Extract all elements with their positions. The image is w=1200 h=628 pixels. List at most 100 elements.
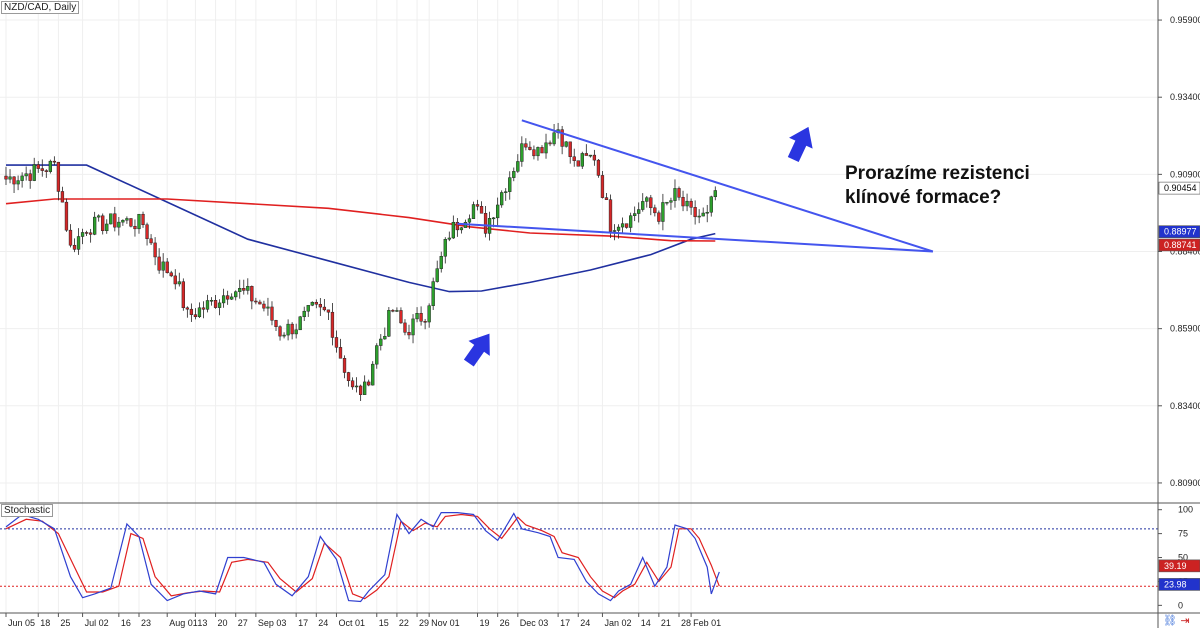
candle-down — [314, 301, 318, 305]
candle-up — [431, 281, 435, 306]
candle-up — [93, 216, 97, 235]
candle-up — [673, 188, 677, 201]
candle-down — [475, 204, 480, 207]
arrow-right-icon[interactable]: ⇥ — [1180, 614, 1190, 627]
candle-down — [423, 321, 427, 323]
time-tick-label: 20 — [218, 618, 228, 628]
candle-down — [540, 147, 544, 154]
candle-up — [24, 173, 28, 177]
link-icon[interactable]: ⛓ — [1163, 614, 1177, 627]
candle-down — [185, 307, 189, 310]
candle-down — [101, 215, 105, 231]
candle-down — [44, 170, 48, 172]
candle-up — [383, 335, 387, 340]
candle-down — [681, 197, 685, 207]
stoch-value-tag-0-bg — [1158, 559, 1200, 573]
candle-down — [322, 306, 327, 311]
time-tick-label: Jun 05 — [8, 618, 35, 628]
candle-up — [246, 286, 250, 291]
candle-up — [32, 164, 36, 181]
candle-up — [665, 201, 669, 204]
candle-up — [544, 142, 548, 154]
axes: 0.95900 0.93400 0.90900 0.88400 0.85900 0.834… — [5, 0, 1200, 628]
moving-average-1 — [5, 198, 716, 242]
candle-down — [40, 168, 44, 171]
candle-up — [375, 345, 379, 365]
trendlines — [457, 119, 934, 253]
last-price-tag: 0.90454 — [1164, 183, 1197, 193]
candle-down — [153, 242, 157, 258]
candle-down — [346, 372, 351, 382]
candle-up — [637, 209, 641, 214]
time-tick-label: 18 — [40, 618, 50, 628]
candle-up — [411, 318, 415, 336]
time-tick-label: Aug 01 — [169, 618, 198, 628]
candle-down — [596, 159, 601, 176]
candle-down — [608, 199, 613, 232]
price-tick-label: 0.83400 — [1170, 401, 1200, 411]
candle-down — [165, 261, 169, 274]
last-price-tag-bg — [1158, 181, 1200, 195]
candle-up — [616, 226, 621, 231]
up-arrow-icon — [787, 126, 813, 163]
candle-up — [125, 218, 129, 221]
candle-up — [439, 255, 443, 269]
candle-down — [342, 358, 347, 373]
candle-down — [169, 272, 173, 277]
candle-down — [274, 320, 278, 327]
candle-up — [234, 291, 238, 298]
candle-down — [157, 256, 161, 271]
time-tick-label: Feb 01 — [693, 618, 721, 628]
candle-down — [677, 188, 681, 198]
candle-up — [76, 236, 81, 250]
candle-up — [443, 239, 447, 257]
time-tick-label: Dec 03 — [520, 618, 549, 628]
trendline-0 — [521, 119, 934, 253]
candle-up — [512, 171, 516, 178]
candle-up — [294, 329, 298, 335]
candle-down — [254, 300, 258, 303]
candle-down — [129, 218, 133, 227]
candle-down — [4, 175, 8, 180]
candle-up — [435, 268, 439, 282]
candle-down — [64, 201, 69, 231]
candle-down — [213, 299, 218, 308]
candle-down — [358, 385, 363, 395]
candle-up — [467, 218, 472, 223]
time-tick-label: 14 — [641, 618, 651, 628]
up-arrow-icon — [463, 333, 490, 367]
candle-down — [524, 143, 528, 148]
time-tick-label: 13 — [197, 618, 207, 628]
candle-down — [649, 197, 653, 209]
candle-up — [230, 296, 234, 300]
candle-down — [479, 206, 484, 214]
candle-down — [258, 301, 262, 305]
time-tick-label: 27 — [238, 618, 248, 628]
time-tick-label: 16 — [121, 618, 131, 628]
candle-down — [657, 212, 661, 222]
candle-up — [238, 288, 242, 292]
candles — [4, 122, 717, 401]
candle-down — [52, 160, 57, 163]
candle-down — [28, 173, 32, 181]
candle-up — [588, 154, 593, 157]
annotation-arrows — [463, 126, 813, 367]
time-tick-label: 24 — [318, 618, 328, 628]
candle-up — [520, 143, 524, 162]
candle-down — [290, 323, 294, 335]
stoch-tick-label: 50 — [1178, 553, 1188, 563]
candle-down — [262, 303, 266, 309]
candle-up — [197, 307, 202, 318]
candle-up — [504, 191, 508, 193]
candle-down — [584, 153, 588, 156]
candle-down — [528, 146, 532, 150]
candle-down — [36, 164, 40, 169]
candle-up — [302, 310, 306, 318]
candle-up — [205, 300, 210, 310]
candle-up — [661, 202, 665, 222]
candle-up — [306, 305, 310, 312]
candle-up — [451, 221, 455, 239]
ma-blue-tag: 0.88977 — [1164, 227, 1197, 237]
candle-down — [226, 295, 230, 300]
